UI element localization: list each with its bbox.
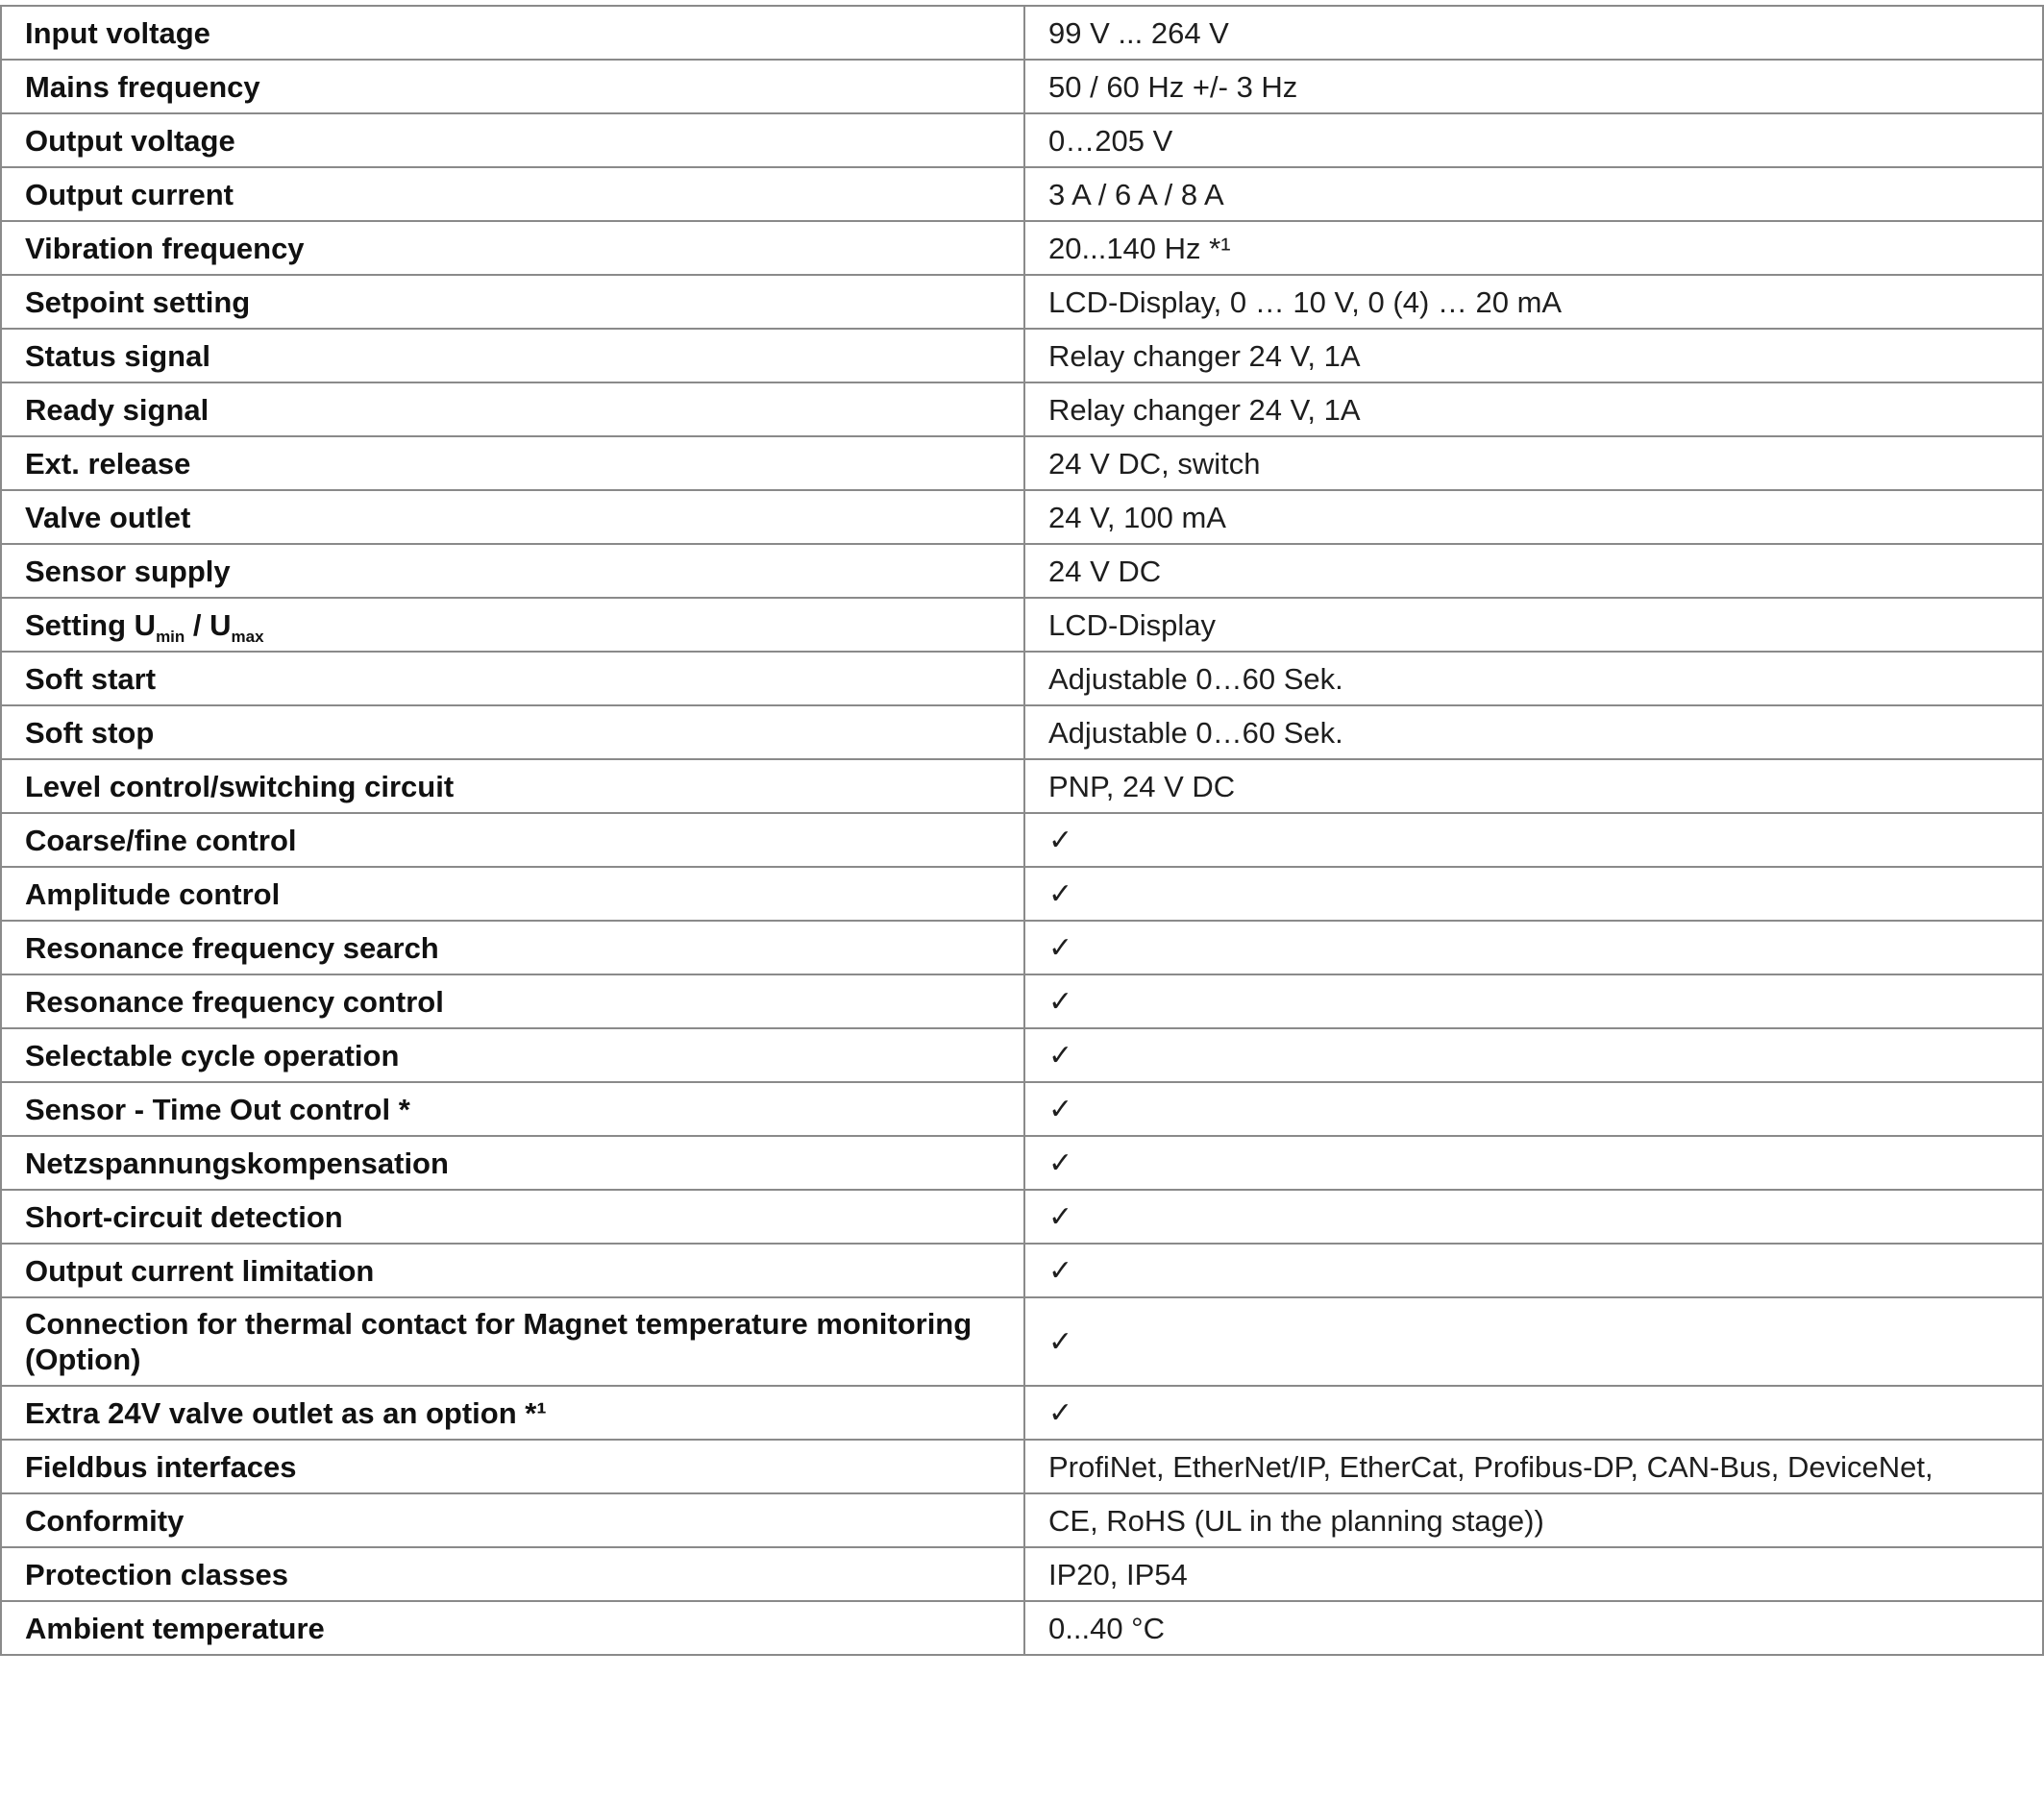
- spec-table: Input voltage 99 V ... 264 V Mains frequ…: [0, 5, 2044, 1656]
- table-row: Mains frequency 50 / 60 Hz +/- 3 Hz: [0, 59, 2044, 114]
- spec-value: LCD-Display: [1023, 597, 2044, 653]
- spec-label: Sensor - Time Out control *: [0, 1081, 1025, 1137]
- table-row: Status signal Relay changer 24 V, 1A: [0, 328, 2044, 383]
- table-row: Conformity CE, RoHS (UL in the planning …: [0, 1492, 2044, 1548]
- spec-label: Ready signal: [0, 382, 1025, 437]
- checkmark-icon: ✓: [1048, 1200, 1073, 1234]
- table-row: Resonance frequency control ✓: [0, 974, 2044, 1029]
- table-row: Netzspannungskompensation ✓: [0, 1135, 2044, 1191]
- spec-label: Setpoint setting: [0, 274, 1025, 330]
- spec-value: IP20, IP54: [1023, 1546, 2044, 1602]
- subscript-max: max: [231, 627, 264, 646]
- spec-value: LCD-Display, 0 … 10 V, 0 (4) … 20 mA: [1023, 274, 2044, 330]
- checkmark-icon: ✓: [1048, 877, 1073, 911]
- spec-label: Output current limitation: [0, 1243, 1025, 1298]
- spec-value: 24 V, 100 mA: [1023, 489, 2044, 545]
- spec-label: Setting Umin / Umax: [0, 597, 1025, 653]
- spec-label: Fieldbus interfaces: [0, 1439, 1025, 1494]
- table-row: Connection for thermal contact for Magne…: [0, 1296, 2044, 1387]
- checkmark-icon: ✓: [1048, 1093, 1073, 1126]
- spec-label: Protection classes: [0, 1546, 1025, 1602]
- table-row: Ambient temperature 0...40 °C: [0, 1600, 2044, 1656]
- spec-label: Soft stop: [0, 704, 1025, 760]
- table-row: Soft stop Adjustable 0…60 Sek.: [0, 704, 2044, 760]
- spec-label: Connection for thermal contact for Magne…: [0, 1296, 1025, 1387]
- spec-label: Output current: [0, 166, 1025, 222]
- table-row: Coarse/fine control ✓: [0, 812, 2044, 868]
- spec-label-text: / U: [185, 607, 232, 642]
- checkmark-icon: ✓: [1048, 824, 1073, 857]
- checkmark-icon: ✓: [1048, 931, 1073, 965]
- spec-label: Extra 24V valve outlet as an option *¹: [0, 1385, 1025, 1441]
- spec-value: 99 V ... 264 V: [1023, 5, 2044, 61]
- spec-label: Coarse/fine control: [0, 812, 1025, 868]
- spec-label: Input voltage: [0, 5, 1025, 61]
- spec-label: Resonance frequency search: [0, 920, 1025, 975]
- checkmark-icon: ✓: [1048, 1396, 1073, 1430]
- table-row: Amplitude control ✓: [0, 866, 2044, 922]
- checkmark-icon: ✓: [1048, 985, 1073, 1019]
- spec-label: Selectable cycle operation: [0, 1027, 1025, 1083]
- spec-label: Conformity: [0, 1492, 1025, 1548]
- table-row: Output voltage 0…205 V: [0, 112, 2044, 168]
- spec-value: 24 V DC, switch: [1023, 435, 2044, 491]
- table-row: Vibration frequency 20...140 Hz *¹: [0, 220, 2044, 276]
- spec-value: Relay changer 24 V, 1A: [1023, 328, 2044, 383]
- table-row: Resonance frequency search ✓: [0, 920, 2044, 975]
- spec-value: 24 V DC: [1023, 543, 2044, 599]
- spec-label: Mains frequency: [0, 59, 1025, 114]
- spec-label: Sensor supply: [0, 543, 1025, 599]
- spec-value: PNP, 24 V DC: [1023, 758, 2044, 814]
- spec-label: Level control/switching circuit: [0, 758, 1025, 814]
- spec-label: Short-circuit detection: [0, 1189, 1025, 1245]
- checkmark-icon: ✓: [1048, 1039, 1073, 1073]
- spec-label: Amplitude control: [0, 866, 1025, 922]
- checkmark-icon: ✓: [1048, 1325, 1073, 1359]
- table-row: Valve outlet 24 V, 100 mA: [0, 489, 2044, 545]
- table-row: Output current 3 A / 6 A / 8 A: [0, 166, 2044, 222]
- table-row: Output current limitation ✓: [0, 1243, 2044, 1298]
- spec-label: Resonance frequency control: [0, 974, 1025, 1029]
- table-row: Selectable cycle operation ✓: [0, 1027, 2044, 1083]
- spec-label: Vibration frequency: [0, 220, 1025, 276]
- spec-label: Soft start: [0, 651, 1025, 706]
- table-row: Input voltage 99 V ... 264 V: [0, 5, 2044, 61]
- table-row: Extra 24V valve outlet as an option *¹ ✓: [0, 1385, 2044, 1441]
- spec-value: 0…205 V: [1023, 112, 2044, 168]
- checkmark-icon: ✓: [1048, 1147, 1073, 1180]
- spec-label: Output voltage: [0, 112, 1025, 168]
- table-row: Short-circuit detection ✓: [0, 1189, 2044, 1245]
- table-row: Protection classes IP20, IP54: [0, 1546, 2044, 1602]
- spec-value: 20...140 Hz *¹: [1023, 220, 2044, 276]
- spec-label: Valve outlet: [0, 489, 1025, 545]
- subscript-min: min: [156, 627, 185, 646]
- spec-value: 3 A / 6 A / 8 A: [1023, 166, 2044, 222]
- spec-label: Status signal: [0, 328, 1025, 383]
- spec-value: 50 / 60 Hz +/- 3 Hz: [1023, 59, 2044, 114]
- table-row: Level control/switching circuit PNP, 24 …: [0, 758, 2044, 814]
- table-row: Fieldbus interfaces ProfiNet, EtherNet/I…: [0, 1439, 2044, 1494]
- checkmark-icon: ✓: [1048, 1254, 1073, 1288]
- spec-value: Relay changer 24 V, 1A: [1023, 382, 2044, 437]
- table-row: Ready signal Relay changer 24 V, 1A: [0, 382, 2044, 437]
- table-row: Soft start Adjustable 0…60 Sek.: [0, 651, 2044, 706]
- spec-label: Ambient temperature: [0, 1600, 1025, 1656]
- spec-value: ProfiNet, EtherNet/IP, EtherCat, Profibu…: [1023, 1439, 2044, 1494]
- table-row: Sensor supply 24 V DC: [0, 543, 2044, 599]
- table-row: Setpoint setting LCD-Display, 0 … 10 V, …: [0, 274, 2044, 330]
- spec-label: Ext. release: [0, 435, 1025, 491]
- spec-label: Netzspannungskompensation: [0, 1135, 1025, 1191]
- table-row: Setting Umin / Umax LCD-Display: [0, 597, 2044, 653]
- spec-value: Adjustable 0…60 Sek.: [1023, 651, 2044, 706]
- table-row: Sensor - Time Out control * ✓: [0, 1081, 2044, 1137]
- spec-value: Adjustable 0…60 Sek.: [1023, 704, 2044, 760]
- spec-value: 0...40 °C: [1023, 1600, 2044, 1656]
- spec-label-text: Setting U: [25, 607, 157, 642]
- spec-value: CE, RoHS (UL in the planning stage)): [1023, 1492, 2044, 1548]
- table-row: Ext. release 24 V DC, switch: [0, 435, 2044, 491]
